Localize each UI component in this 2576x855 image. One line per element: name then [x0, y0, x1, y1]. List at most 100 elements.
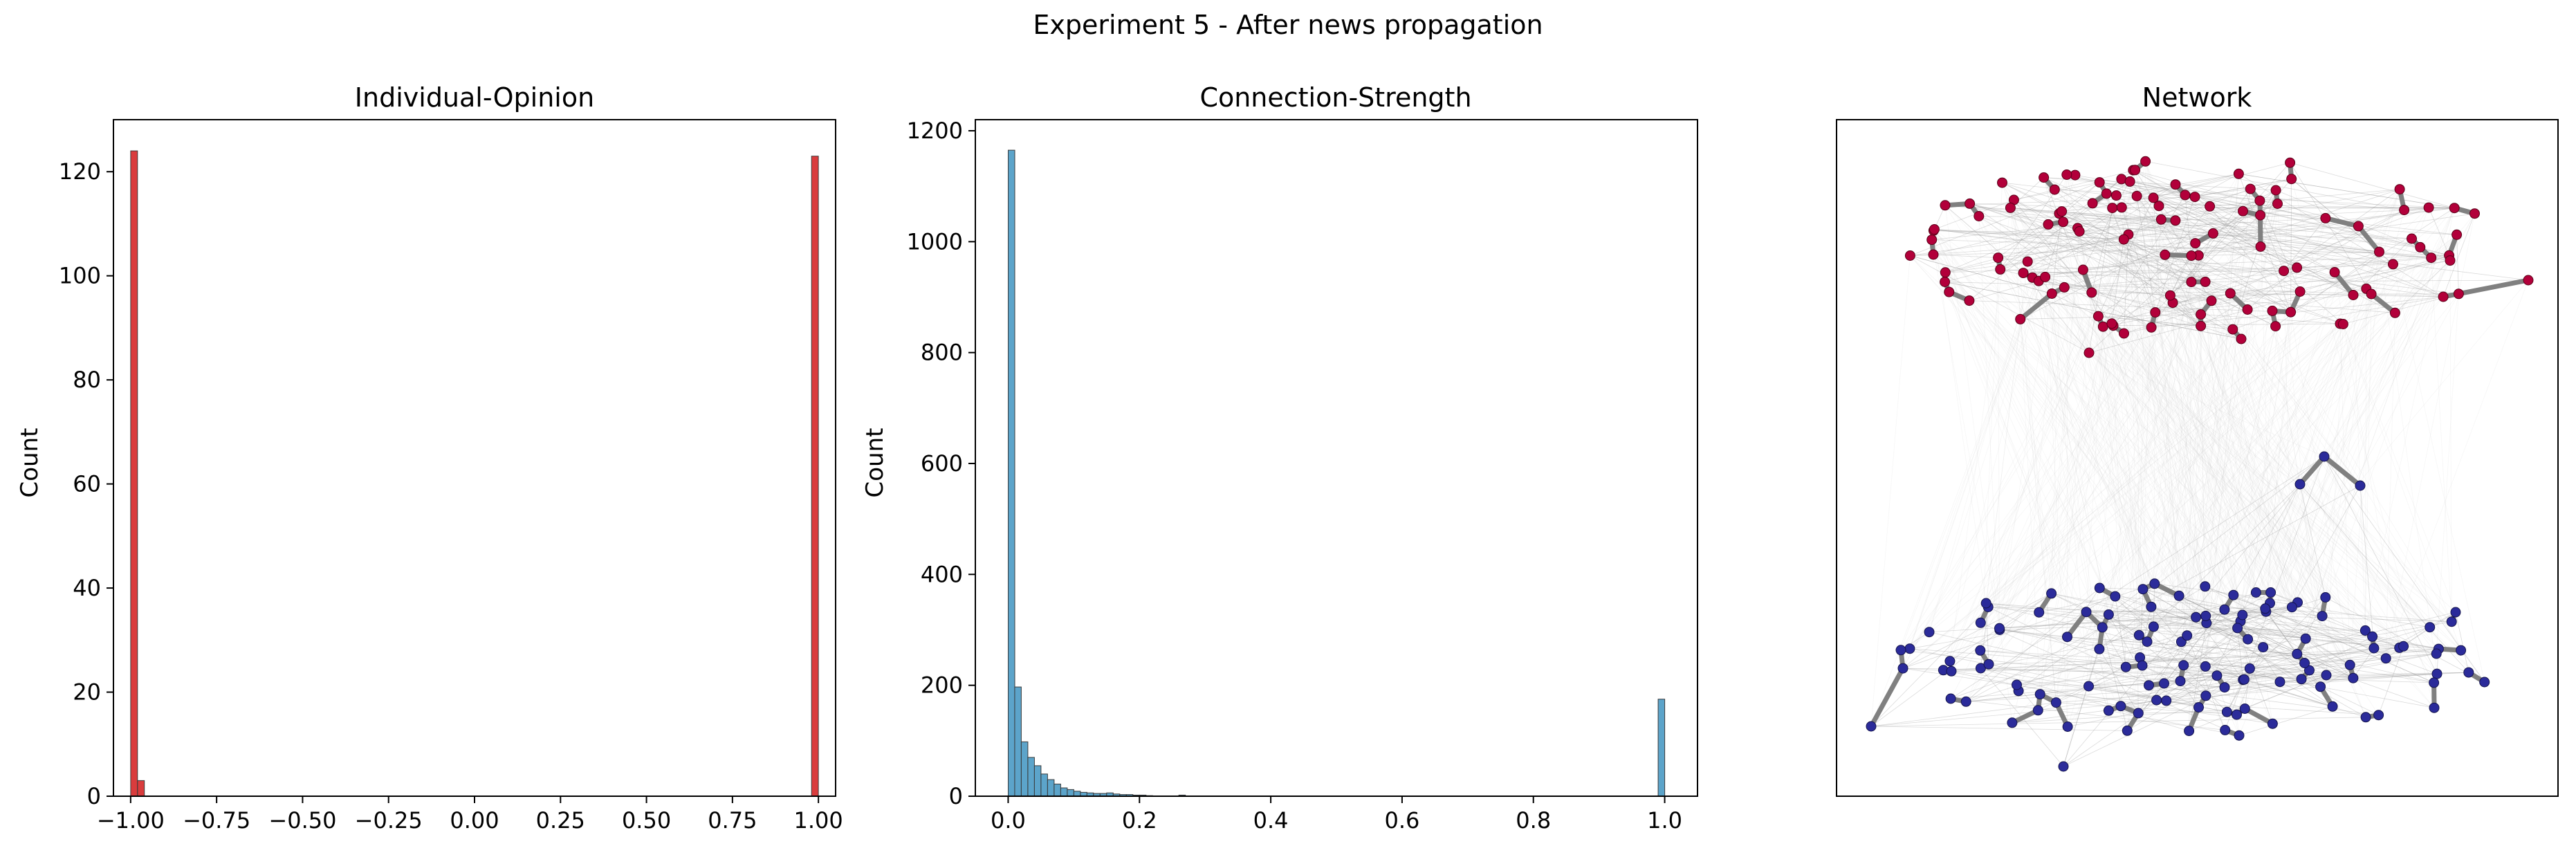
network-weak-edge: [2297, 208, 2455, 654]
network-weak-edge: [2124, 234, 2129, 334]
p1-ytick-label: 80: [73, 367, 101, 393]
network-node-positive: [2097, 321, 2108, 332]
network-node-positive: [1940, 267, 1951, 278]
network-weak-edge: [2142, 592, 2271, 666]
network-weak-edge: [2324, 235, 2457, 457]
network-node-negative: [2267, 718, 2278, 729]
network-node-negative: [1924, 627, 1935, 638]
network-weak-edge: [2326, 324, 2344, 676]
network-weak-edge: [2232, 329, 2327, 676]
network-weak-edge: [1934, 229, 2444, 297]
network-weak-edge: [2155, 312, 2292, 607]
network-weak-edge: [2045, 264, 2393, 277]
network-weak-edge: [2038, 281, 2109, 711]
network-weak-edge: [2164, 670, 2310, 684]
network-weak-edge: [2051, 293, 2298, 603]
network-weak-edge: [1978, 216, 2000, 630]
network-node-negative: [2431, 648, 2442, 659]
network-weak-edge: [2183, 203, 2278, 665]
network-node-positive: [2190, 238, 2201, 249]
network-node-negative: [2296, 674, 2307, 685]
network-weak-edge: [2275, 326, 2333, 707]
network-weak-edge: [1931, 239, 2256, 593]
network-weak-edge: [1988, 650, 2461, 665]
network-weak-edge: [2194, 196, 2344, 324]
network-node-negative: [2151, 695, 2162, 706]
network-weak-edge: [2320, 686, 2379, 716]
network-weak-edge: [2136, 196, 2366, 631]
network-weak-edge: [2164, 255, 2207, 623]
network-weak-edge: [2181, 189, 2251, 642]
network-weak-edge: [2088, 208, 2113, 353]
network-weak-edge: [2244, 668, 2250, 709]
network-weak-edge: [2083, 207, 2429, 270]
network-weak-edge: [2224, 653, 2437, 688]
network-weak-edge: [2243, 679, 2333, 707]
network-weak-edge: [2153, 173, 2239, 199]
network-weak-edge: [2018, 456, 2325, 692]
network-weak-edge: [2077, 228, 2404, 647]
network-weak-edge: [2051, 593, 2434, 683]
network-weak-edge: [2120, 219, 2162, 706]
network-weak-edge: [2237, 627, 2273, 724]
network-weak-edge: [2240, 293, 2372, 622]
network-weak-edge: [2066, 174, 2393, 265]
network-weak-edge: [2112, 208, 2245, 680]
network-node-positive: [2046, 288, 2057, 299]
network-node-negative: [2115, 701, 2126, 712]
network-weak-edge: [2016, 323, 2341, 686]
network-node-negative: [2161, 695, 2172, 706]
network-weak-edge: [2000, 269, 2400, 648]
network-node-positive: [2366, 288, 2377, 300]
network-weak-edge: [1934, 229, 2180, 596]
p2-xtick-label: 0.0: [991, 807, 1026, 834]
network-weak-edge: [2181, 295, 2354, 643]
network-node-negative: [1945, 693, 1956, 704]
network-weak-edge: [2206, 623, 2306, 639]
network-weak-edge: [2012, 677, 2354, 724]
network-node-negative: [2348, 672, 2359, 683]
network-weak-edge: [2115, 596, 2126, 668]
network-weak-edge: [1933, 221, 2063, 255]
network-weak-edge: [2098, 315, 2233, 330]
network-weak-edge: [1950, 206, 2210, 699]
network-weak-edge: [2010, 207, 2162, 220]
network-weak-edge: [2009, 208, 2100, 650]
p1-ytick-label: 60: [73, 471, 101, 497]
network-weak-edge: [2237, 627, 2373, 637]
network-weak-edge: [2137, 173, 2239, 196]
network-node-negative: [2373, 710, 2384, 721]
network-weak-edge: [2101, 255, 2199, 628]
network-weak-edge: [1965, 587, 2100, 702]
network-node-positive: [2150, 307, 2161, 318]
network-weak-edge: [2292, 607, 2400, 648]
p2-bar: [1008, 149, 1015, 797]
network-weak-edge: [1980, 260, 2451, 623]
network-node-negative: [2232, 623, 2243, 634]
network-weak-edge: [2145, 161, 2350, 665]
network-weak-edge: [1933, 230, 2196, 618]
network-weak-edge: [2059, 213, 2165, 255]
network-weak-edge: [2137, 326, 2276, 714]
network-node-positive: [2043, 219, 2054, 230]
network-weak-edge: [2238, 173, 2455, 209]
p2-ytick-label: 0: [949, 783, 963, 809]
network-weak-edge: [2240, 620, 2281, 682]
network-weak-edge: [2056, 246, 2261, 703]
network-weak-edge: [2180, 484, 2301, 681]
network-node-negative: [1994, 623, 2005, 634]
network-weak-edge: [2063, 255, 2199, 767]
network-node-negative: [2243, 634, 2254, 645]
network-weak-edge: [2136, 196, 2361, 486]
network-weak-edge: [1933, 230, 1987, 604]
network-weak-edge: [1933, 254, 2143, 666]
network-weak-edge: [2054, 189, 2439, 650]
network-weak-edge: [2128, 234, 2165, 255]
network-weak-edge: [2059, 213, 2379, 715]
opinion-histogram-panel: Individual-Opinion Count −1.00 −0.75 −0.50…: [16, 82, 843, 834]
network-weak-edge: [2092, 203, 2250, 669]
network-node-positive: [2200, 276, 2211, 287]
network-weak-edge: [2074, 174, 2326, 219]
network-node-positive: [2140, 156, 2151, 167]
network-weak-edge: [2200, 314, 2206, 667]
